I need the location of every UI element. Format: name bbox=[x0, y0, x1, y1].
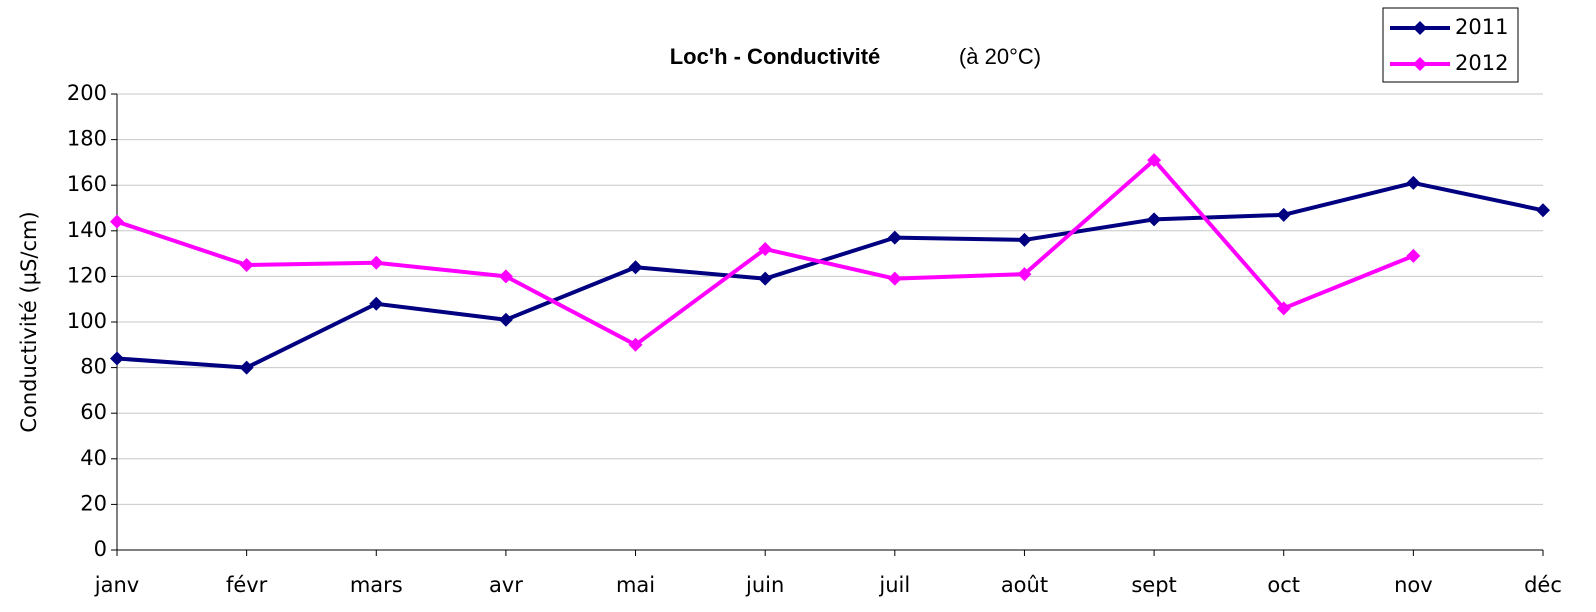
legend-label: 2011 bbox=[1455, 15, 1508, 39]
point-marker bbox=[110, 214, 124, 229]
x-tick-label: août bbox=[1001, 573, 1048, 597]
x-tick-label: juin bbox=[745, 573, 784, 597]
y-tick-label: 0 bbox=[94, 537, 107, 561]
point-marker bbox=[369, 296, 384, 311]
y-tick-label: 100 bbox=[67, 309, 107, 333]
point-marker bbox=[1406, 175, 1421, 190]
point-marker bbox=[758, 271, 773, 286]
point-marker bbox=[1017, 232, 1032, 247]
legend-marker bbox=[1413, 21, 1427, 35]
point-marker bbox=[887, 271, 902, 286]
point-marker bbox=[887, 230, 902, 245]
point-marker bbox=[1147, 153, 1162, 168]
x-tick-label: nov bbox=[1394, 573, 1433, 597]
y-tick-label: 140 bbox=[67, 218, 107, 242]
point-marker bbox=[1276, 301, 1291, 316]
point-marker bbox=[239, 258, 254, 272]
y-tick-label: 40 bbox=[80, 446, 107, 470]
y-tick-label: 160 bbox=[67, 172, 107, 196]
x-tick-label: avr bbox=[489, 573, 523, 597]
y-tick-label: 180 bbox=[67, 127, 107, 151]
y-tick-label: 60 bbox=[80, 400, 107, 424]
x-tick-label: mars bbox=[350, 573, 403, 597]
x-tick-label: déc bbox=[1524, 573, 1562, 597]
x-tick-label: févr bbox=[226, 573, 268, 597]
point-marker bbox=[1017, 267, 1032, 282]
point-marker bbox=[1406, 248, 1421, 263]
legend-marker bbox=[1413, 57, 1427, 71]
chart-subtitle: (à 20°C) bbox=[959, 44, 1041, 69]
x-tick-label: mai bbox=[616, 573, 655, 597]
legend-label: 2012 bbox=[1455, 51, 1508, 75]
point-marker bbox=[110, 351, 124, 366]
point-marker bbox=[758, 242, 773, 257]
point-marker bbox=[1536, 203, 1550, 218]
point-marker bbox=[628, 337, 643, 352]
legend-box bbox=[1382, 7, 1519, 83]
series-line bbox=[116, 180, 1544, 370]
y-tick-label: 80 bbox=[80, 355, 107, 379]
x-tick-label: janv bbox=[94, 573, 139, 597]
x-tick-label: oct bbox=[1267, 573, 1300, 597]
x-tick-label: sept bbox=[1131, 573, 1176, 597]
chart-title: Loc'h - Conductivité bbox=[670, 44, 881, 69]
point-marker bbox=[1276, 207, 1291, 222]
point-marker bbox=[498, 269, 513, 284]
y-tick-label: 120 bbox=[67, 263, 107, 287]
x-tick-label: juil bbox=[878, 573, 910, 597]
point-marker bbox=[369, 255, 384, 270]
point-marker bbox=[628, 260, 643, 275]
y-axis-label: Conductivité (µS/cm) bbox=[17, 211, 41, 432]
y-tick-label: 200 bbox=[67, 81, 107, 105]
point-marker bbox=[498, 312, 513, 327]
point-marker bbox=[1147, 212, 1162, 227]
point-marker bbox=[239, 360, 254, 375]
y-tick-label: 20 bbox=[80, 491, 107, 515]
